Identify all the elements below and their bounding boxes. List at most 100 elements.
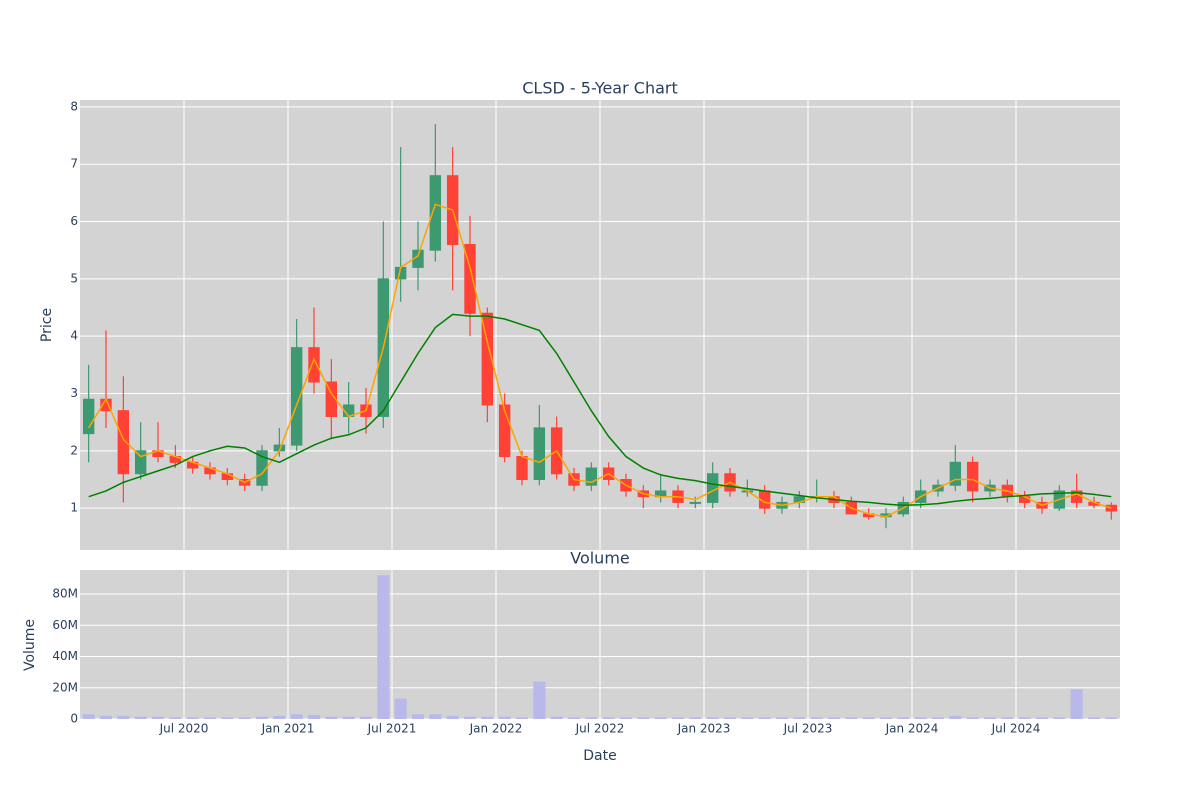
x-tick-label: Jul 2021 xyxy=(367,722,417,736)
volume-bar xyxy=(966,717,979,719)
y-tick-label: 20M xyxy=(52,680,78,694)
volume-bar xyxy=(983,717,997,719)
volume-bar xyxy=(706,717,719,719)
volume-bar xyxy=(1105,717,1118,719)
volume-bar xyxy=(377,575,390,719)
y-tick-label: 1 xyxy=(70,501,78,515)
volume-bar xyxy=(567,717,581,719)
candle-body xyxy=(706,473,719,503)
volume-bar xyxy=(827,717,841,719)
y-tick-label: 6 xyxy=(70,214,78,228)
volume-bar xyxy=(914,717,927,719)
chart-title: CLSD - 5-Year Chart xyxy=(522,79,678,98)
volume-bar xyxy=(82,714,95,719)
candle-body xyxy=(308,347,320,383)
volume-bar xyxy=(637,717,650,719)
volume-bar xyxy=(498,716,511,719)
candle-body xyxy=(533,427,546,480)
y-tick-label: 80M xyxy=(52,587,78,601)
volume-bar xyxy=(325,716,338,719)
volume-bar xyxy=(429,714,442,719)
y-tick-label: 3 xyxy=(70,386,78,400)
moving-average-line xyxy=(88,313,1112,507)
volume-bar xyxy=(290,714,303,719)
y-tick-label: 40M xyxy=(52,649,78,663)
volume-bar xyxy=(117,715,130,719)
candle-body xyxy=(481,312,494,406)
volume-bar xyxy=(671,717,685,719)
volume-bar xyxy=(359,716,373,719)
candle-body xyxy=(464,243,476,314)
x-tick-label: Jan 2024 xyxy=(885,722,939,736)
y-tick-label: 7 xyxy=(70,157,78,171)
volume-bar xyxy=(689,717,702,719)
volume-bar xyxy=(238,717,251,719)
volume-bar xyxy=(949,715,962,719)
candle-body xyxy=(516,456,528,480)
volume-title: Volume xyxy=(570,549,630,568)
volume-bar xyxy=(99,715,113,719)
volume-bar xyxy=(1018,717,1031,719)
volume-bar xyxy=(1070,689,1083,719)
y-tick-label: 0 xyxy=(70,712,78,726)
volume-bar xyxy=(1001,717,1014,719)
candle-body xyxy=(949,461,962,486)
candle-body xyxy=(117,410,130,475)
volume-bar xyxy=(151,716,165,719)
x-tick-label: Jul 2023 xyxy=(783,722,833,736)
candle-body xyxy=(689,501,702,504)
volume-bar xyxy=(481,716,494,719)
x-tick-label: Jan 2023 xyxy=(677,722,731,736)
x-tick-label: Jan 2021 xyxy=(261,722,315,736)
volume-bar xyxy=(741,717,754,719)
volume-bar xyxy=(169,717,182,719)
volume-bar xyxy=(654,717,667,719)
volume-bar xyxy=(585,717,598,719)
volume-bar xyxy=(775,717,789,719)
volume-bar xyxy=(273,715,286,719)
y-tick-label: 4 xyxy=(70,329,78,343)
volume-bar xyxy=(758,717,771,719)
candle-body xyxy=(134,450,147,475)
volume-bar xyxy=(134,716,147,719)
volume-bar xyxy=(897,717,910,719)
volume-bar xyxy=(793,717,806,719)
candle-body xyxy=(429,175,442,251)
volume-bar xyxy=(307,715,321,719)
y-tick-label: 60M xyxy=(52,618,78,632)
volume-bar xyxy=(602,717,615,719)
volume-bar xyxy=(394,698,407,719)
volume-bar xyxy=(550,716,563,719)
volume-bar xyxy=(1035,717,1049,719)
x-axis-label: Date xyxy=(583,748,616,764)
volume-axis-label: Volume xyxy=(22,619,38,671)
volume-bar xyxy=(515,717,529,719)
volume-bar xyxy=(446,715,459,719)
x-tick-label: Jan 2022 xyxy=(469,722,523,736)
volume-bar xyxy=(619,717,633,719)
y-axis-label: Price xyxy=(39,308,55,342)
moving-average-line xyxy=(88,203,1112,518)
volume-bar xyxy=(862,717,875,719)
y-tick-label: 8 xyxy=(70,99,78,113)
x-tick-label: Jul 2024 xyxy=(991,722,1041,736)
volume-bar xyxy=(1087,717,1101,719)
candle-body xyxy=(585,467,598,486)
candle-body xyxy=(290,347,303,446)
volume-bar xyxy=(1053,717,1066,719)
volume-bar xyxy=(810,717,823,719)
y-tick-label: 5 xyxy=(70,271,78,285)
candle-body xyxy=(966,461,979,492)
candle-body xyxy=(82,398,95,435)
candle-body xyxy=(498,404,511,458)
volume-bar xyxy=(255,716,269,719)
candle-body xyxy=(221,473,234,480)
y-tick-label: 2 xyxy=(70,443,78,457)
candle-body xyxy=(1018,496,1031,503)
volume-bar xyxy=(411,714,425,719)
x-tick-label: Jul 2022 xyxy=(575,722,625,736)
volume-bar xyxy=(221,717,234,719)
volume-bar xyxy=(186,717,199,719)
volume-bar xyxy=(533,681,546,719)
